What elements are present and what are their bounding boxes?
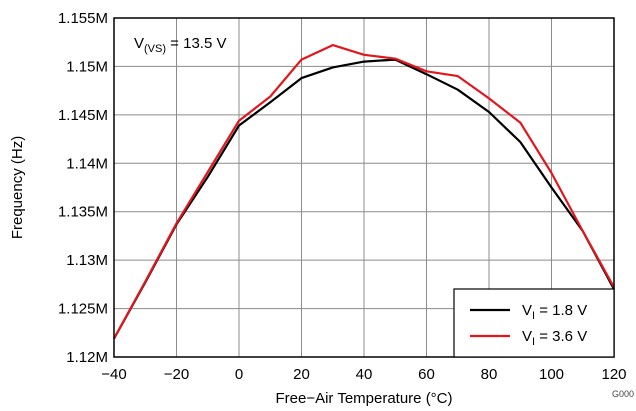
x-tick-label: 20: [293, 366, 310, 383]
x-tick-label: 40: [356, 366, 373, 383]
legend-label-subscript: I: [532, 310, 535, 322]
legend-label-1: VI = 1.8 V: [522, 302, 587, 322]
x-tick-label: −40: [101, 366, 126, 383]
legend: VI = 1.8 VVI = 3.6 V: [453, 288, 615, 358]
x-tick-label: 80: [481, 366, 498, 383]
x-tick-label: 100: [539, 366, 564, 383]
legend-label-rest: = 3.6 V: [535, 328, 587, 345]
plot-frame: [113, 17, 615, 358]
y-tick-label: 1.155M: [58, 10, 108, 27]
y-tick-label: 1.15M: [66, 58, 108, 75]
y-tick-labels: 1.12M 1.125M 1.13M 1.135M 1.14M 1.145M 1.15M 1.…: [58, 10, 108, 366]
x-tick-label: 120: [601, 366, 626, 383]
legend-label-rest: = 1.8 V: [535, 302, 587, 319]
annotation-rest: = 13.5 V: [166, 35, 226, 52]
x-tick-label: 0: [235, 366, 243, 383]
series-line-2: [113, 43, 615, 340]
x-tick-label: 60: [418, 366, 435, 383]
gridlines: [114, 18, 614, 357]
y-tick-label: 1.13M: [66, 252, 108, 269]
y-tick-label: 1.12M: [66, 349, 108, 366]
annotation-main: V: [134, 35, 144, 52]
y-axis-label: Frequency (Hz): [9, 136, 26, 239]
legend-label-main: V: [522, 302, 532, 319]
x-axis-label: Free−Air Temperature (°C): [275, 390, 452, 407]
y-tick-label: 1.14M: [66, 155, 108, 172]
series-line-1: [113, 58, 615, 340]
annotation-subscript: (VS): [144, 43, 166, 55]
y-tick-label: 1.135M: [58, 204, 108, 221]
figure-id: G000: [612, 389, 634, 399]
y-tick-label: 1.125M: [58, 301, 108, 318]
x-tick-label: −20: [164, 366, 189, 383]
legend-label-2: VI = 3.6 V: [522, 328, 587, 348]
x-tick-labels: −40 −20 0 20 40 60 80 100 120: [101, 366, 626, 383]
y-tick-label: 1.145M: [58, 107, 108, 124]
legend-box: [453, 288, 615, 358]
legend-label-subscript: I: [532, 336, 535, 348]
supply-voltage-annotation: V(VS) = 13.5 V: [134, 35, 226, 55]
legend-label-main: V: [522, 328, 532, 345]
series-group: [113, 43, 615, 340]
